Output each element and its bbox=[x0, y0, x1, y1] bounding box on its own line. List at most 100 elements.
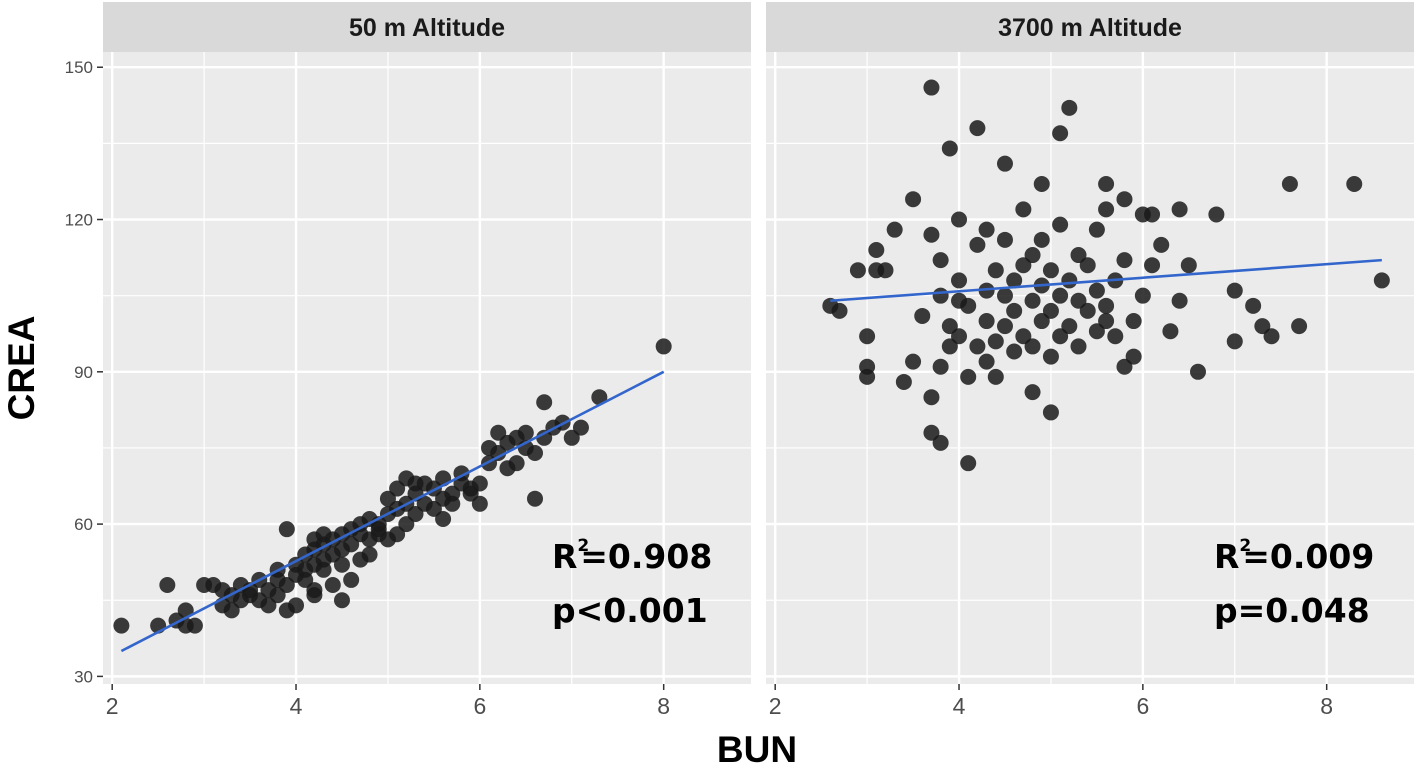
data-point bbox=[425, 500, 442, 517]
data-point bbox=[996, 318, 1013, 335]
data-point bbox=[1291, 318, 1308, 335]
data-point bbox=[1116, 191, 1133, 208]
data-point bbox=[1042, 302, 1059, 319]
data-point bbox=[941, 338, 958, 355]
data-point bbox=[1245, 297, 1262, 314]
r2-sup-3700m: 2 bbox=[1239, 536, 1251, 556]
data-point bbox=[1088, 323, 1105, 340]
strip-50m-bg bbox=[103, 2, 751, 52]
data-point bbox=[1144, 257, 1161, 274]
data-point bbox=[444, 495, 461, 512]
p-label-3700m: p=0.048 bbox=[1214, 591, 1370, 630]
data-point bbox=[1033, 231, 1050, 248]
data-point bbox=[536, 429, 553, 446]
data-point bbox=[1281, 175, 1298, 192]
data-point bbox=[306, 587, 323, 604]
r2-sup-50m: 2 bbox=[577, 536, 589, 556]
y-tick-label: 150 bbox=[65, 58, 93, 77]
data-point bbox=[969, 338, 986, 355]
strip-3700m-label: 3700 m Altitude bbox=[998, 14, 1182, 42]
data-point bbox=[269, 587, 286, 604]
p-label-50m: p<0.001 bbox=[552, 591, 708, 630]
data-point bbox=[1052, 328, 1069, 345]
data-point bbox=[1098, 313, 1115, 330]
data-point bbox=[278, 577, 295, 594]
x-tick-label: 6 bbox=[473, 693, 486, 719]
data-point bbox=[1226, 333, 1243, 350]
data-point bbox=[1373, 272, 1390, 289]
data-point bbox=[1042, 348, 1059, 365]
data-point bbox=[471, 495, 488, 512]
data-point bbox=[905, 191, 922, 208]
data-point bbox=[1070, 292, 1087, 309]
data-point bbox=[288, 597, 305, 614]
data-point bbox=[1263, 328, 1280, 345]
r2-label-50m: R2=0.908 bbox=[552, 536, 712, 576]
r2-prefix-50m: R bbox=[552, 537, 577, 576]
data-point bbox=[1033, 175, 1050, 192]
data-point bbox=[1006, 272, 1023, 289]
data-point bbox=[978, 221, 995, 238]
x-tick-label: 2 bbox=[106, 693, 119, 719]
y-tick-label: 60 bbox=[74, 515, 93, 534]
data-point bbox=[960, 455, 977, 472]
data-point bbox=[407, 505, 424, 522]
data-point bbox=[923, 226, 940, 243]
data-point bbox=[1079, 257, 1096, 274]
data-point bbox=[1070, 247, 1087, 264]
fit-50m bbox=[120, 370, 665, 653]
strip-50m-label: 50 m Altitude bbox=[349, 14, 505, 42]
data-point bbox=[333, 592, 350, 609]
data-point bbox=[223, 602, 240, 619]
data-point bbox=[923, 389, 940, 406]
data-point bbox=[471, 475, 488, 492]
data-point bbox=[490, 445, 507, 462]
data-point bbox=[361, 546, 378, 563]
regression-line bbox=[120, 370, 665, 653]
data-point bbox=[978, 313, 995, 330]
data-point bbox=[260, 597, 277, 614]
data-point bbox=[951, 328, 968, 345]
data-point bbox=[1061, 272, 1078, 289]
data-point bbox=[1125, 313, 1142, 330]
data-point bbox=[1116, 358, 1133, 375]
data-point bbox=[859, 358, 876, 375]
r2-value-3700m: =0.009 bbox=[1242, 537, 1374, 576]
data-point bbox=[1180, 257, 1197, 274]
x-axis-title: BUN bbox=[717, 729, 797, 768]
data-point bbox=[941, 318, 958, 335]
data-point bbox=[987, 368, 1004, 385]
data-point bbox=[1061, 99, 1078, 116]
data-point bbox=[527, 445, 543, 462]
data-point bbox=[490, 424, 507, 441]
data-point bbox=[407, 475, 424, 492]
data-point bbox=[1052, 125, 1069, 142]
strip-3700m-bg bbox=[766, 2, 1414, 52]
data-point bbox=[343, 536, 360, 553]
data-point bbox=[932, 252, 949, 269]
points-3700m bbox=[822, 79, 1390, 472]
regression-line bbox=[830, 258, 1382, 303]
data-point bbox=[1052, 216, 1069, 233]
data-point bbox=[462, 485, 479, 502]
x-tick-label: 8 bbox=[1320, 693, 1333, 719]
data-point bbox=[278, 521, 295, 538]
data-point bbox=[1024, 247, 1041, 264]
data-point bbox=[563, 429, 580, 446]
x-tick-label: 4 bbox=[953, 693, 966, 719]
data-point bbox=[996, 287, 1013, 304]
r2-label-3700m: R2=0.009 bbox=[1214, 536, 1374, 576]
data-point bbox=[1226, 282, 1243, 299]
y-axis-title: CREA bbox=[1, 316, 42, 421]
data-point bbox=[1006, 302, 1023, 319]
data-point bbox=[996, 155, 1013, 172]
data-point bbox=[655, 338, 672, 355]
data-point bbox=[1033, 313, 1050, 330]
data-point bbox=[1107, 328, 1124, 345]
x-tick-label: 2 bbox=[769, 693, 782, 719]
data-point bbox=[1134, 287, 1151, 304]
data-point bbox=[1171, 292, 1188, 309]
x-tick-label: 8 bbox=[657, 693, 670, 719]
data-point bbox=[1088, 282, 1105, 299]
